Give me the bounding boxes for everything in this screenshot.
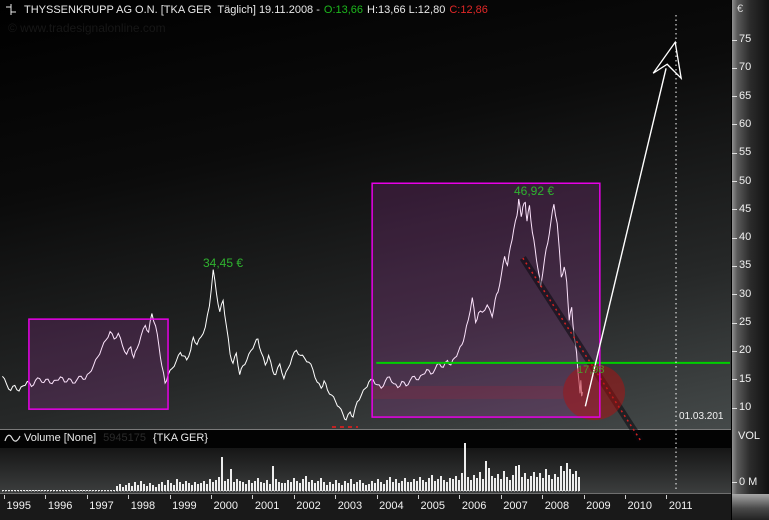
year-tick — [418, 495, 419, 499]
year-label: 2010 — [627, 500, 652, 512]
year-label: 1999 — [172, 500, 197, 512]
chart-title-bar: THYSSENKRUPP AG O.N. [TKA GER Täglich] 1… — [5, 3, 492, 16]
price-tick-label: 65 — [739, 89, 752, 102]
year-label: 2002 — [296, 500, 321, 512]
price-tick-label: 10 — [739, 401, 752, 414]
year-label: 2005 — [420, 500, 445, 512]
volume-axis-title: VOL — [738, 430, 761, 442]
year-tick — [128, 495, 130, 499]
year-tick — [86, 495, 88, 499]
watermark: © www.tradesignalonline.com — [8, 21, 166, 35]
future-date-label: 01.03.201 — [679, 411, 724, 422]
price-tick-label: 45 — [739, 202, 752, 215]
price-axis-unit: € — [737, 3, 744, 15]
volume-symbol-label: {TKA GER} — [152, 432, 209, 444]
volume-hidden-value: 5945175 — [103, 432, 146, 444]
support-price-label: 17,98 — [577, 364, 605, 376]
year-tick — [4, 495, 5, 499]
instrument-title: THYSSENKRUPP AG O.N. [TKA GER Täglich] 1… — [24, 3, 320, 16]
year-tick — [666, 495, 668, 499]
quote-open: O:13,66 — [323, 3, 364, 16]
year-tick — [45, 495, 47, 499]
price-tick-dash — [732, 294, 737, 296]
price-tick-dash — [732, 181, 737, 183]
price-tick-label: 40 — [739, 231, 752, 244]
price-tick-label: 15 — [739, 372, 752, 385]
year-label: 2000 — [213, 500, 238, 512]
price-tick-label: 30 — [739, 287, 752, 300]
price-tick-label: 25 — [739, 316, 752, 329]
price-tick-label: 20 — [739, 344, 752, 357]
year-tick — [252, 495, 254, 499]
price-tick-dash — [732, 67, 737, 69]
price-axis[interactable]: € VOL 0 M 75 70 65 60 55 50 45 40 35 30 25 20 15 10 — [731, 0, 769, 520]
price-tick-dash — [732, 209, 737, 211]
year-tick — [500, 495, 502, 499]
price-tick-label: 60 — [739, 117, 752, 130]
price-tick-dash — [732, 39, 737, 41]
price-tick-dash — [732, 124, 737, 126]
price-tick-label: 70 — [739, 61, 752, 74]
wave-icon — [4, 434, 21, 442]
year-label: 2011 — [668, 500, 693, 512]
volume-axis-zero: 0 M — [739, 476, 758, 488]
year-label: 2004 — [379, 500, 404, 512]
price-tick-dash — [732, 407, 737, 409]
volume-indicator-label[interactable]: Volume [None] — [24, 432, 97, 444]
price-tick-dash — [732, 322, 737, 324]
volume-chart-canvas[interactable] — [0, 448, 731, 493]
year-tick — [211, 495, 212, 499]
year-tick — [376, 495, 378, 499]
year-label: 2007 — [503, 500, 528, 512]
peak-price-label-2000: 34,45 € — [203, 256, 244, 270]
peak-price-label-2007: 46,92 € — [514, 184, 555, 198]
time-axis[interactable]: 1995 1996 1997 1998 1999 2000 2001 2002 2003 2004… — [0, 493, 731, 520]
quote-high-low: H:13,66 L:12,80 — [367, 3, 446, 16]
year-label: 2006 — [461, 500, 487, 512]
year-tick — [542, 495, 544, 499]
panel-corner — [732, 494, 769, 520]
price-tick-dash — [732, 350, 737, 352]
year-label: 2009 — [586, 500, 611, 512]
price-chart-canvas[interactable] — [0, 0, 731, 430]
year-tick — [335, 495, 337, 499]
price-tick-dash — [732, 237, 737, 239]
year-label: 2003 — [337, 500, 363, 512]
year-label: 1996 — [47, 500, 73, 512]
price-tick-dash — [732, 379, 737, 381]
year-tick — [583, 495, 585, 499]
price-tick-label: 50 — [739, 174, 752, 187]
volume-header-row: Volume [None] 5945175 {TKA GER} — [4, 432, 215, 444]
year-tick — [293, 495, 295, 499]
price-tick-dash — [732, 152, 737, 154]
year-label: 2008 — [544, 500, 570, 512]
price-tick-label: 55 — [739, 146, 752, 159]
year-tick — [625, 495, 626, 499]
year-label: 1997 — [89, 500, 114, 512]
quote-close: C:12,86 — [449, 3, 488, 16]
chart-icon — [6, 4, 16, 15]
year-label: 2001 — [254, 500, 280, 512]
year-label: 1998 — [130, 500, 156, 512]
year-label: 1995 — [6, 500, 31, 512]
year-tick — [459, 495, 461, 499]
price-tick-label: 35 — [739, 259, 752, 272]
price-tick-dash — [732, 96, 737, 98]
volume-axis-tick — [732, 482, 737, 483]
price-tick-dash — [732, 265, 737, 267]
year-tick — [169, 495, 171, 499]
price-tick-label: 75 — [739, 33, 752, 45]
